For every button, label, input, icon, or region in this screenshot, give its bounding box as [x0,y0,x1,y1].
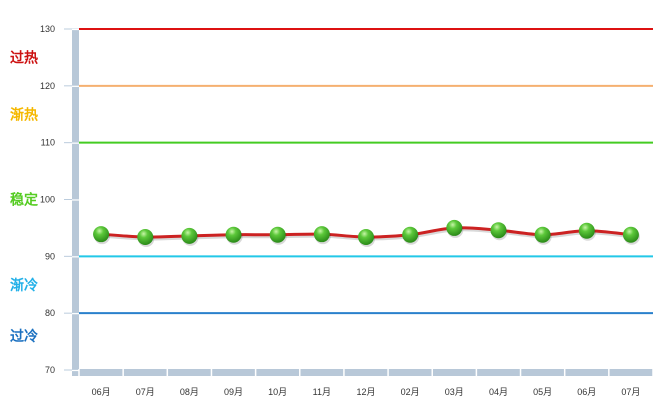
y-tick-label: 80 [45,308,55,318]
data-point-11 [578,222,595,239]
x-tick-label: 08月 [180,387,199,397]
x-tick-label: 12月 [356,387,375,397]
zone-label: 过热 [10,49,38,65]
y-tick-label: 130 [40,24,55,34]
data-point-5 [313,226,330,243]
data-point-8 [446,219,463,236]
data-point-12 [622,226,639,243]
data-point-7 [402,226,419,243]
x-tick-label: 06月 [577,387,596,397]
x-tick-label: 07月 [621,387,640,397]
zone-label: 渐热 [10,106,38,122]
data-point-0 [93,226,110,243]
data-point-3 [225,226,242,243]
data-point-6 [358,229,374,246]
zone-label: 渐冷 [10,277,38,293]
data-point-2 [181,227,198,244]
x-tick-label: 05月 [533,387,552,397]
zone-label: 过冷 [10,328,38,344]
y-tick-label: 110 [41,138,55,148]
x-tick-label: 04月 [489,387,508,397]
x-tick-label: 02月 [401,387,420,397]
x-axis-bar [72,369,653,376]
y-axis-bar [72,29,79,376]
y-tick-label: 70 [45,365,55,375]
data-point-9 [490,222,507,239]
x-tick-label: 09月 [224,387,243,397]
data-point-4 [269,226,286,243]
x-tick-label: 10月 [268,387,287,397]
x-tick-label: 06月 [92,387,111,397]
y-tick-label: 100 [40,195,55,205]
x-tick-label: 03月 [445,387,464,397]
x-tick-label: 11月 [313,387,331,397]
data-point-1 [137,229,154,246]
data-point-10 [534,226,551,243]
x-tick-label: 07月 [136,387,155,397]
y-tick-label: 90 [45,251,55,261]
y-tick-label: 120 [40,81,55,91]
zone-label: 稳定 [10,192,38,208]
